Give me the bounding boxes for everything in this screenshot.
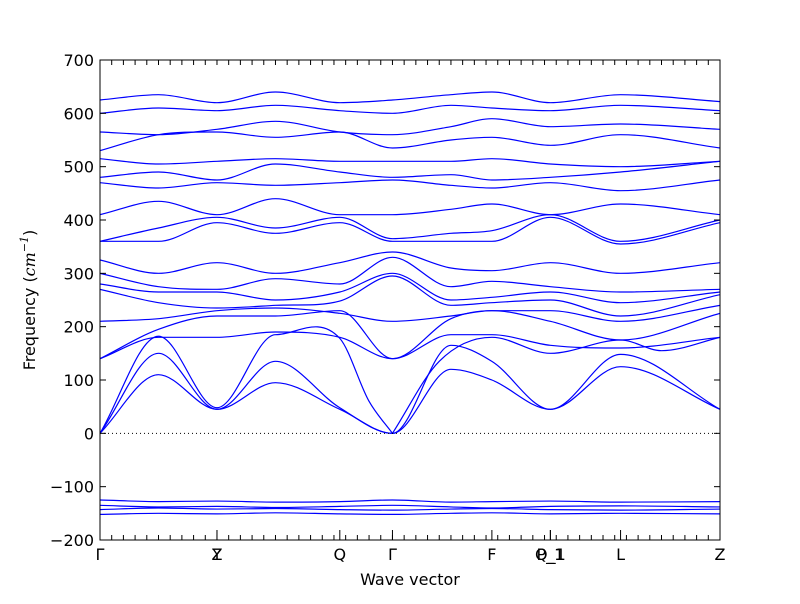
y-tick-label: 100 [63, 371, 94, 390]
band-line [100, 214, 720, 242]
band-line [100, 216, 720, 245]
y-tick-label: 500 [63, 158, 94, 177]
x-tick-label: Γ [388, 545, 397, 564]
y-tick-label: 0 [84, 424, 94, 443]
x-axis-label: Wave vector [360, 570, 460, 589]
y-tick-label: 700 [63, 51, 94, 70]
x-tick-label: Γ [96, 545, 105, 564]
band-line [100, 118, 720, 136]
y-axis-ticks: −200 −100 0 100 200 300 400 500 600 700 [50, 51, 720, 550]
x-tick-label: L [616, 545, 625, 564]
y-axis-label-unit: cm [20, 252, 39, 276]
band-line [100, 131, 720, 152]
band-lines [100, 91, 720, 516]
x-tick-label: F [487, 545, 496, 564]
y-tick-label: 400 [63, 211, 94, 230]
y-axis-label-prefix: Frequency ( [20, 276, 39, 370]
x-axis-ticks: Γ YZ Q Γ F P_1Q_1 L Z [96, 60, 726, 565]
plot-frame [99, 59, 721, 541]
x-tick-label: Y [211, 545, 222, 564]
band-line [100, 198, 720, 216]
x-tick-label: P_1 [536, 545, 564, 565]
band-line [100, 504, 720, 509]
band-line [100, 251, 720, 274]
band-line [391, 336, 720, 434]
band-line [100, 499, 720, 503]
band-line [100, 256, 720, 293]
y-axis-label-suffix: ) [20, 230, 39, 236]
band-line [100, 507, 720, 511]
band-line [100, 512, 720, 516]
y-tick-label: 300 [63, 264, 94, 283]
band-line [100, 179, 720, 192]
band-line [100, 272, 720, 304]
x-tick-label: Z [211, 545, 222, 564]
y-tick-label: 600 [63, 104, 94, 123]
band-line [100, 158, 720, 168]
x-tick-label: Q_1 [535, 545, 566, 565]
band-line [100, 91, 720, 104]
y-tick-label: 200 [63, 318, 94, 337]
band-line [100, 160, 720, 181]
y-tick-label: −100 [50, 478, 94, 497]
x-tick-label: Z [715, 545, 726, 564]
y-axis-label: Frequency (cm−1) [18, 230, 39, 371]
band-line [100, 104, 720, 114]
x-tick-label: Q [334, 545, 347, 564]
y-axis-label-exponent: −1 [18, 236, 31, 252]
y-tick-label: −200 [50, 531, 94, 550]
band-line [100, 310, 720, 360]
band-line [100, 304, 720, 322]
band-line [100, 344, 720, 434]
plot-background [100, 60, 720, 540]
band-line [100, 275, 720, 317]
